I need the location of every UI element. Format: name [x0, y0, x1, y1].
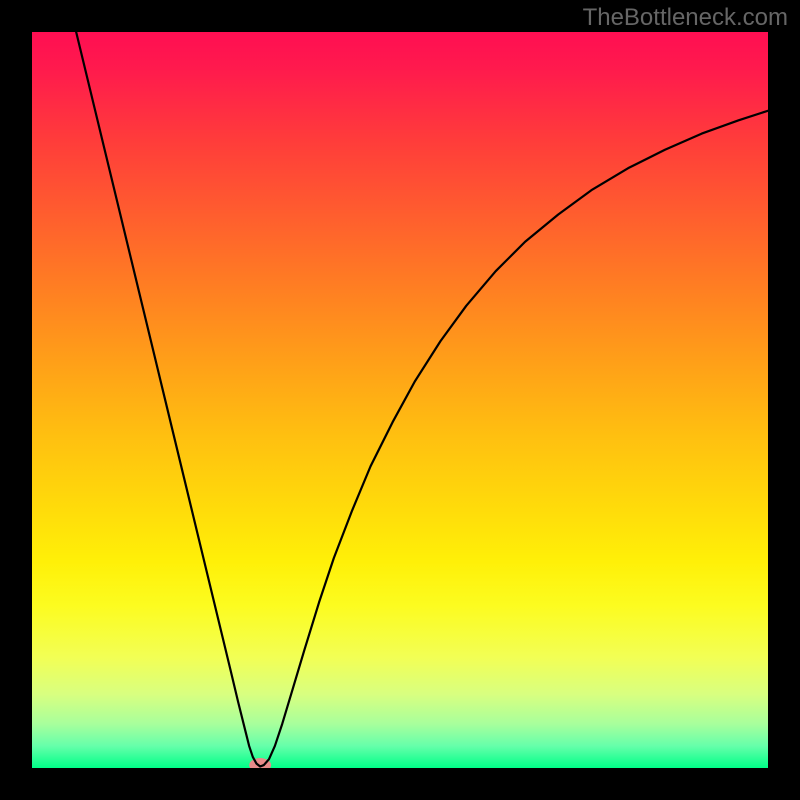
plot-area	[32, 32, 768, 768]
bottleneck-chart	[32, 32, 768, 768]
chart-container: TheBottleneck.com	[0, 0, 800, 800]
watermark-text: TheBottleneck.com	[583, 4, 788, 32]
gradient-background	[32, 32, 768, 768]
